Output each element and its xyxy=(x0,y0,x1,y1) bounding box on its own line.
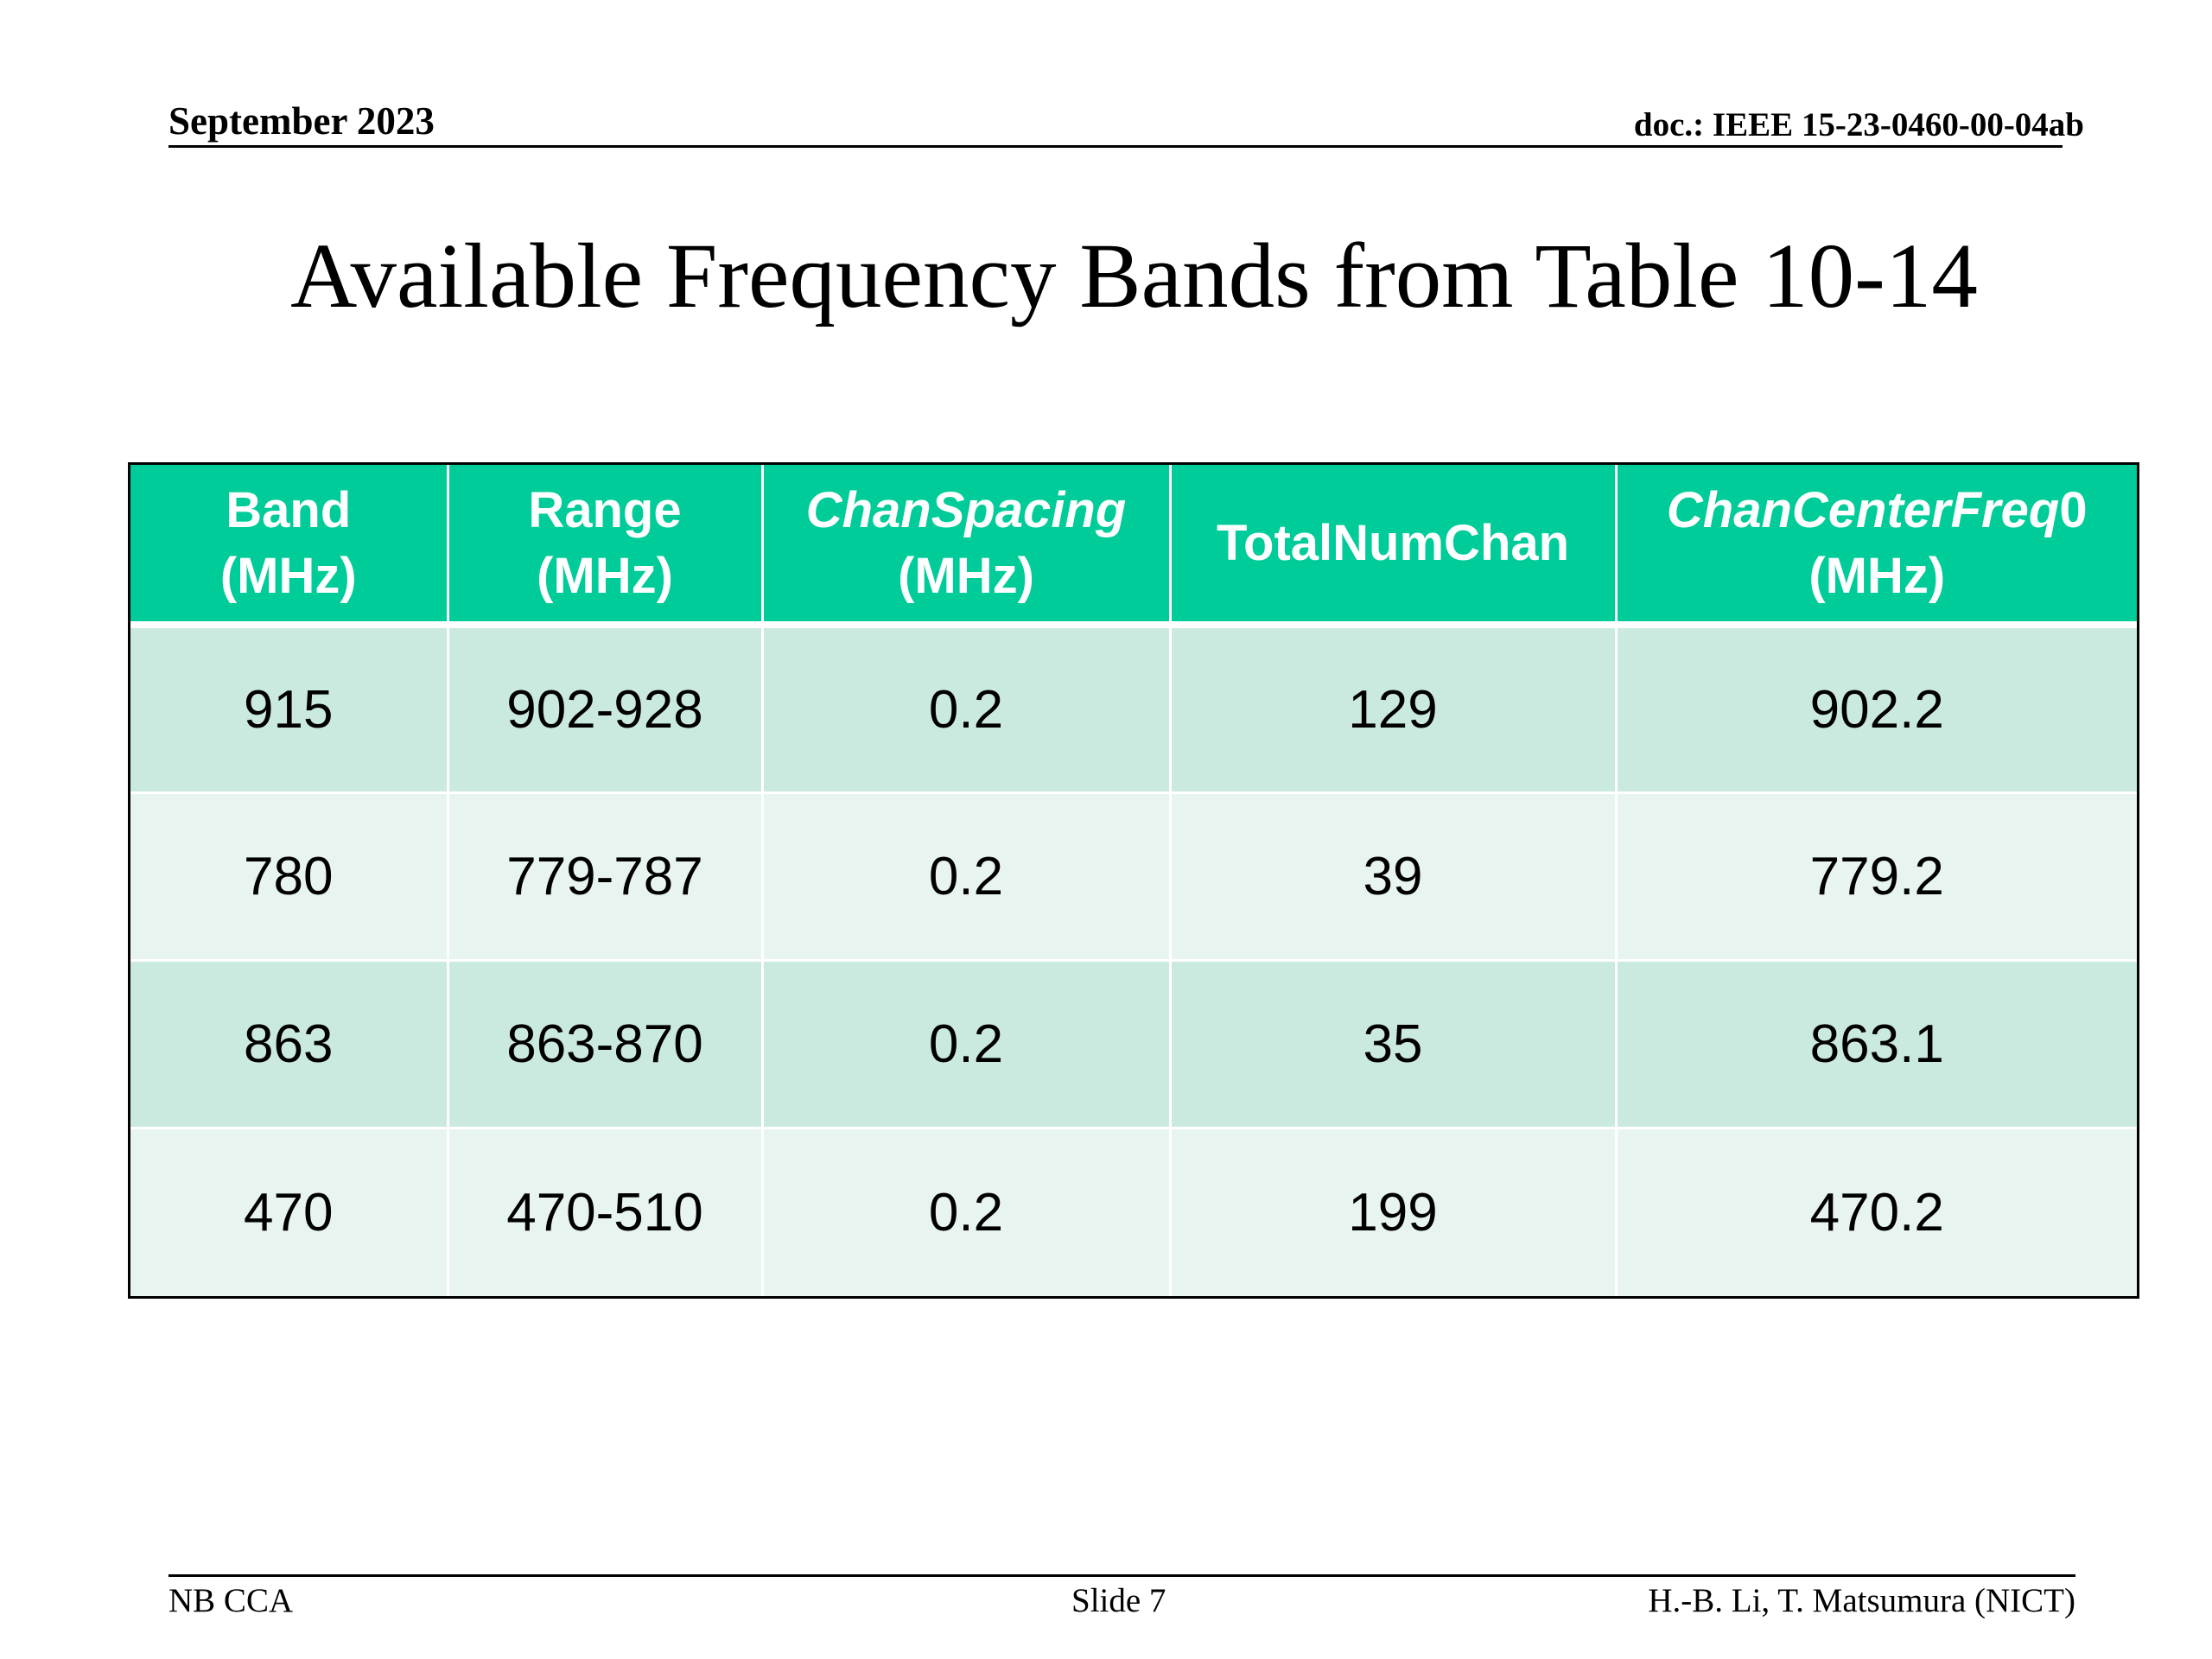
cell-total-num-chan: 199 xyxy=(1170,1128,1618,1296)
frequency-bands-table: Band (MHz) Range (MHz) ChanSpacing (MHz)… xyxy=(128,462,2139,1299)
column-header-unit: (MHz) xyxy=(537,547,673,604)
cell-band: 470 xyxy=(130,1128,449,1296)
column-header-chan-center-freq0: ChanCenterFreq0 (MHz) xyxy=(1616,465,2137,628)
table-row: 780 779-787 0.2 39 779.2 xyxy=(130,792,2137,963)
cell-chan-spacing: 0.2 xyxy=(762,792,1172,963)
cell-chan-center-freq0: 470.2 xyxy=(1616,1128,2137,1296)
cell-band: 915 xyxy=(130,625,449,794)
table-row: 863 863-870 0.2 35 863.1 xyxy=(130,960,2137,1130)
column-header-band: Band (MHz) xyxy=(130,465,449,628)
header-rule xyxy=(168,145,2063,148)
cell-band: 780 xyxy=(130,792,449,963)
table-header-row: Band (MHz) Range (MHz) ChanSpacing (MHz)… xyxy=(130,465,2137,628)
column-header-line: Range xyxy=(528,481,682,538)
cell-total-num-chan: 129 xyxy=(1170,625,1618,794)
footer-rule xyxy=(168,1574,2075,1577)
column-header-line: ChanSpacing xyxy=(805,481,1127,538)
footer-slide-number: Slide 7 xyxy=(1071,1582,1166,1619)
cell-chan-center-freq0: 902.2 xyxy=(1616,625,2137,794)
cell-range: 779-787 xyxy=(448,792,764,963)
column-header-line: TotalNumChan xyxy=(1216,514,1570,571)
table-row: 915 902-928 0.2 129 902.2 xyxy=(130,625,2137,794)
column-header-total-num-chan: TotalNumChan xyxy=(1170,465,1618,628)
table: Band (MHz) Range (MHz) ChanSpacing (MHz)… xyxy=(130,465,2137,1296)
footer-topic: NB CCA xyxy=(168,1582,294,1619)
cell-band: 863 xyxy=(130,960,449,1130)
cell-chan-spacing: 0.2 xyxy=(762,960,1172,1130)
column-header-range: Range (MHz) xyxy=(448,465,764,628)
column-header-line: ChanCenterFreq xyxy=(1666,481,2060,538)
cell-range: 863-870 xyxy=(448,960,764,1130)
cell-range: 470-510 xyxy=(448,1128,764,1296)
column-header-chan-spacing: ChanSpacing (MHz) xyxy=(762,465,1172,628)
column-header-unit: (MHz) xyxy=(1808,547,1946,604)
column-header-unit: (MHz) xyxy=(898,547,1034,604)
cell-chan-center-freq0: 779.2 xyxy=(1616,792,2137,963)
column-header-line: Band xyxy=(226,481,352,538)
cell-chan-spacing: 0.2 xyxy=(762,1128,1172,1296)
cell-total-num-chan: 39 xyxy=(1170,792,1618,963)
cell-range: 902-928 xyxy=(448,625,764,794)
slide-title: Available Frequency Bands from Table 10-… xyxy=(290,226,1978,327)
cell-total-num-chan: 35 xyxy=(1170,960,1618,1130)
cell-chan-center-freq0: 863.1 xyxy=(1616,960,2137,1130)
table-row: 470 470-510 0.2 199 470.2 xyxy=(130,1128,2137,1296)
cell-chan-spacing: 0.2 xyxy=(762,625,1172,794)
column-header-suffix: 0 xyxy=(2059,481,2088,538)
header-doc-id: doc.: IEEE 15-23-0460-00-04ab xyxy=(1633,106,2084,143)
footer-authors: H.-B. Li, T. Matsumura (NICT) xyxy=(1648,1582,2075,1619)
column-header-unit: (MHz) xyxy=(219,547,357,604)
header-date: September 2023 xyxy=(168,99,435,143)
